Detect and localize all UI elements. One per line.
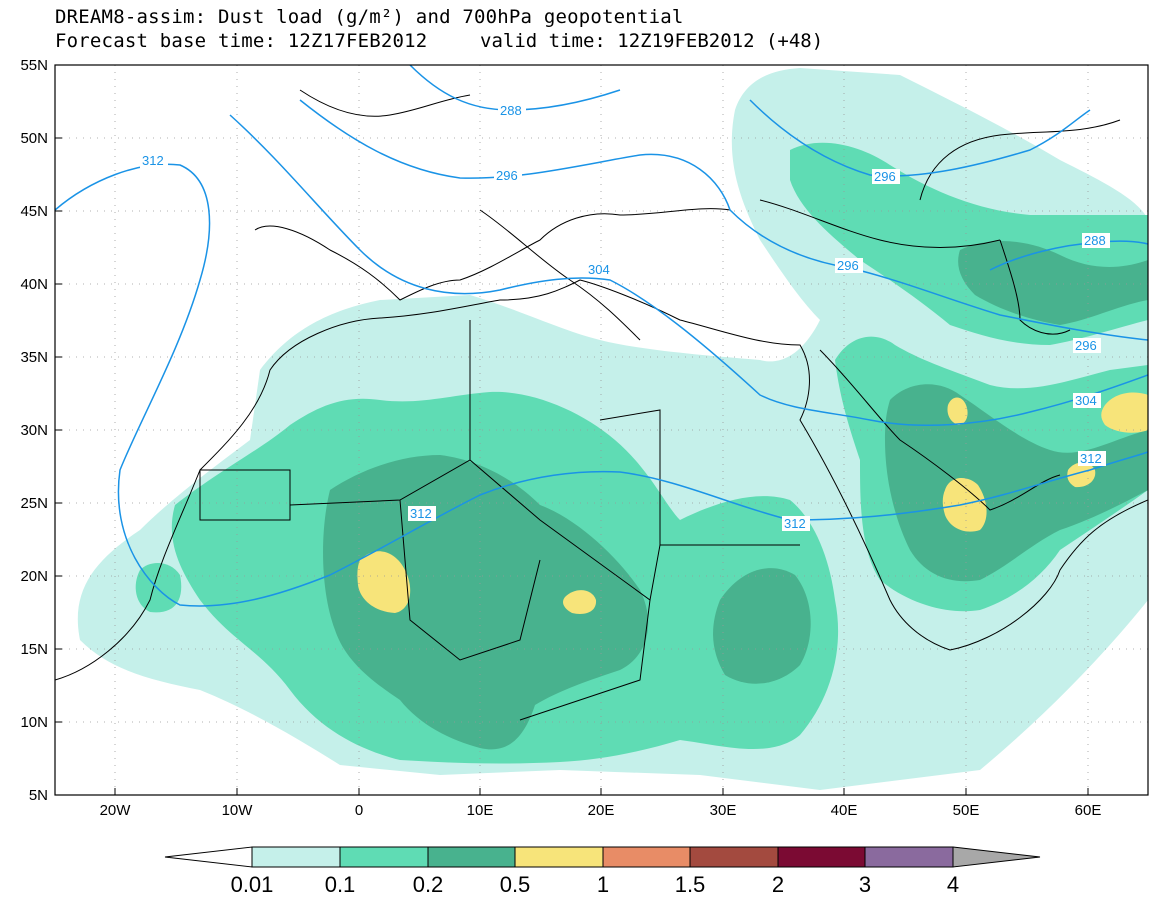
colorbar-bin bbox=[777, 846, 866, 868]
lon-label: 20W bbox=[100, 802, 132, 819]
lon-label: 40E bbox=[831, 802, 858, 819]
lat-label: 25N bbox=[20, 495, 48, 512]
colorbar-label: 1 bbox=[597, 872, 609, 897]
colorbar-lower-arrow bbox=[164, 846, 253, 868]
colorbar-bin bbox=[339, 846, 429, 868]
colorbar-label: 3 bbox=[859, 872, 871, 897]
lat-labels: 55N 50N 45N 40N 35N 30N 25N 20N 15N 10N … bbox=[20, 57, 48, 804]
map-title: DREAM8-assim: Dust load (g/m²) and 700hP… bbox=[55, 6, 684, 28]
contour-304 bbox=[229, 114, 1148, 427]
dust-region-dark-caspian bbox=[958, 240, 1148, 325]
lon-label: 20E bbox=[588, 802, 615, 819]
lon-labels: 20W 10W 0 10E 20E 30E 40E 50E 60E bbox=[100, 802, 1102, 819]
dust-region-high-iraq bbox=[947, 397, 968, 425]
lon-label: 10E bbox=[467, 802, 494, 819]
lat-label: 50N bbox=[20, 130, 48, 147]
colorbar-label: 4 bbox=[947, 872, 959, 897]
colorbar-bin bbox=[689, 846, 779, 868]
contour-label: 312 bbox=[142, 153, 164, 168]
contour-312-west bbox=[55, 163, 1148, 607]
colorbar-bin bbox=[251, 846, 341, 868]
colorbar: 0.01 0.1 0.2 0.5 1 1.5 2 3 4 bbox=[164, 846, 1041, 897]
dust-region-high-mali bbox=[357, 551, 411, 613]
contour-label: 296 bbox=[496, 168, 518, 183]
contour-label: 296 bbox=[874, 169, 896, 184]
contour-296-east bbox=[749, 99, 1091, 177]
forecast-base-time: Forecast base time: 12Z17FEB2012 bbox=[55, 30, 428, 52]
valid-time: valid time: 12Z19FEB2012 (+48) bbox=[480, 30, 824, 52]
lat-label: 55N bbox=[20, 57, 48, 74]
lat-label: 15N bbox=[20, 641, 48, 658]
dust-region-high-chad bbox=[563, 590, 597, 614]
contour-296 bbox=[299, 99, 1148, 341]
contour-label-group: 288 296 312 304 296 296 288 296 304 312 … bbox=[140, 103, 1110, 531]
colorbar-bin bbox=[602, 846, 691, 868]
lon-label: 50E bbox=[953, 802, 980, 819]
colorbar-label: 0.01 bbox=[231, 872, 274, 897]
dust-region-dark-sudan bbox=[713, 568, 811, 684]
contour-label: 296 bbox=[1075, 338, 1097, 353]
colorbar-bin bbox=[427, 846, 516, 868]
contour-label: 312 bbox=[784, 516, 806, 531]
contour-label: 304 bbox=[1075, 393, 1097, 408]
lat-label: 35N bbox=[20, 349, 48, 366]
axis-ticks bbox=[55, 137, 1089, 795]
coastlines bbox=[55, 89, 1148, 721]
lat-label: 10N bbox=[20, 714, 48, 731]
contour-label: 304 bbox=[588, 262, 610, 277]
contour-label: 312 bbox=[1080, 451, 1102, 466]
dust-region-high-gulf bbox=[942, 478, 987, 532]
dust-region-high-iran bbox=[1101, 392, 1148, 433]
colorbar-bin bbox=[864, 846, 954, 868]
dust-field bbox=[77, 68, 1148, 790]
lon-label: 60E bbox=[1075, 802, 1102, 819]
lon-label: 0 bbox=[355, 802, 363, 819]
colorbar-label: 0.2 bbox=[413, 872, 444, 897]
contour-label: 296 bbox=[837, 258, 859, 273]
lat-label: 45N bbox=[20, 203, 48, 220]
dust-region-dark-sahara bbox=[323, 455, 649, 750]
colorbar-label: 0.5 bbox=[500, 872, 531, 897]
colorbar-label: 1.5 bbox=[675, 872, 706, 897]
lat-label: 5N bbox=[29, 787, 48, 804]
lat-label: 30N bbox=[20, 422, 48, 439]
lat-label: 20N bbox=[20, 568, 48, 585]
dust-region-high-iran2 bbox=[1067, 462, 1096, 488]
colorbar-label: 2 bbox=[772, 872, 784, 897]
contour-label: 312 bbox=[410, 506, 432, 521]
contour-label: 288 bbox=[500, 103, 522, 118]
dust-region-dark-arabia bbox=[885, 384, 1148, 582]
contour-label: 288 bbox=[1084, 233, 1106, 248]
dust-region-medium-west bbox=[135, 563, 182, 613]
lat-label: 40N bbox=[20, 276, 48, 293]
colorbar-upper-arrow bbox=[952, 846, 1041, 868]
colorbar-label: 0.1 bbox=[325, 872, 356, 897]
lon-label: 30E bbox=[710, 802, 737, 819]
colorbar-bin bbox=[514, 846, 604, 868]
lon-label: 10W bbox=[222, 802, 254, 819]
